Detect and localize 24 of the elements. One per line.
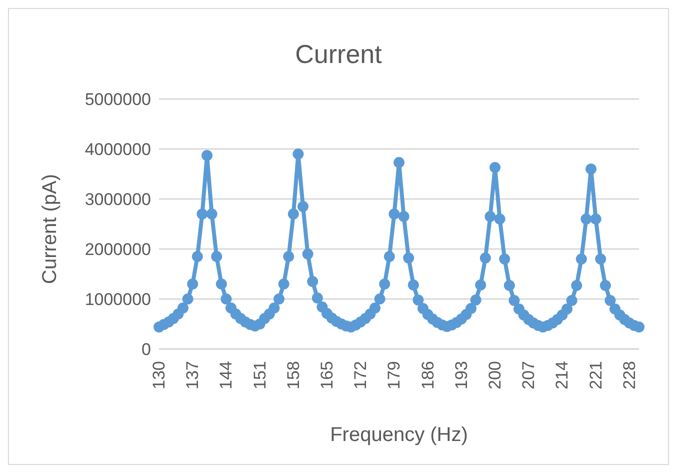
- x-tick-label: 137: [183, 361, 202, 390]
- y-tick-label: 3000000: [84, 190, 151, 210]
- y-tick-label: 1000000: [84, 290, 151, 310]
- x-tick-label: 200: [486, 361, 504, 390]
- x-tick-label: 207: [519, 361, 538, 390]
- chart-title: Current: [294, 39, 383, 70]
- x-tick-label: 214: [552, 361, 572, 390]
- y-tick-label: 2000000: [84, 240, 151, 260]
- x-tick-label: 158: [284, 361, 303, 390]
- y-tick-label: 0: [142, 340, 151, 360]
- x-tick-label: 186: [418, 361, 438, 390]
- x-tick-label: 179: [384, 361, 404, 390]
- x-axis-title: Frequency (Hz): [330, 424, 468, 446]
- x-tick-label: 165: [318, 361, 336, 390]
- y-tick-label: 4000000: [84, 140, 151, 160]
- x-tick-label: 193: [452, 361, 471, 390]
- x-tick-label: 151: [250, 361, 270, 390]
- y-tick-label: 5000000: [84, 90, 151, 110]
- y-axis-title: Current (pA): [39, 174, 62, 284]
- x-tick-label: 144: [216, 361, 236, 390]
- x-tick-label: 130: [150, 361, 168, 390]
- x-tick-label: 221: [586, 361, 606, 390]
- x-tick-label: 228: [620, 361, 639, 390]
- x-tick-label: 172: [351, 361, 370, 390]
